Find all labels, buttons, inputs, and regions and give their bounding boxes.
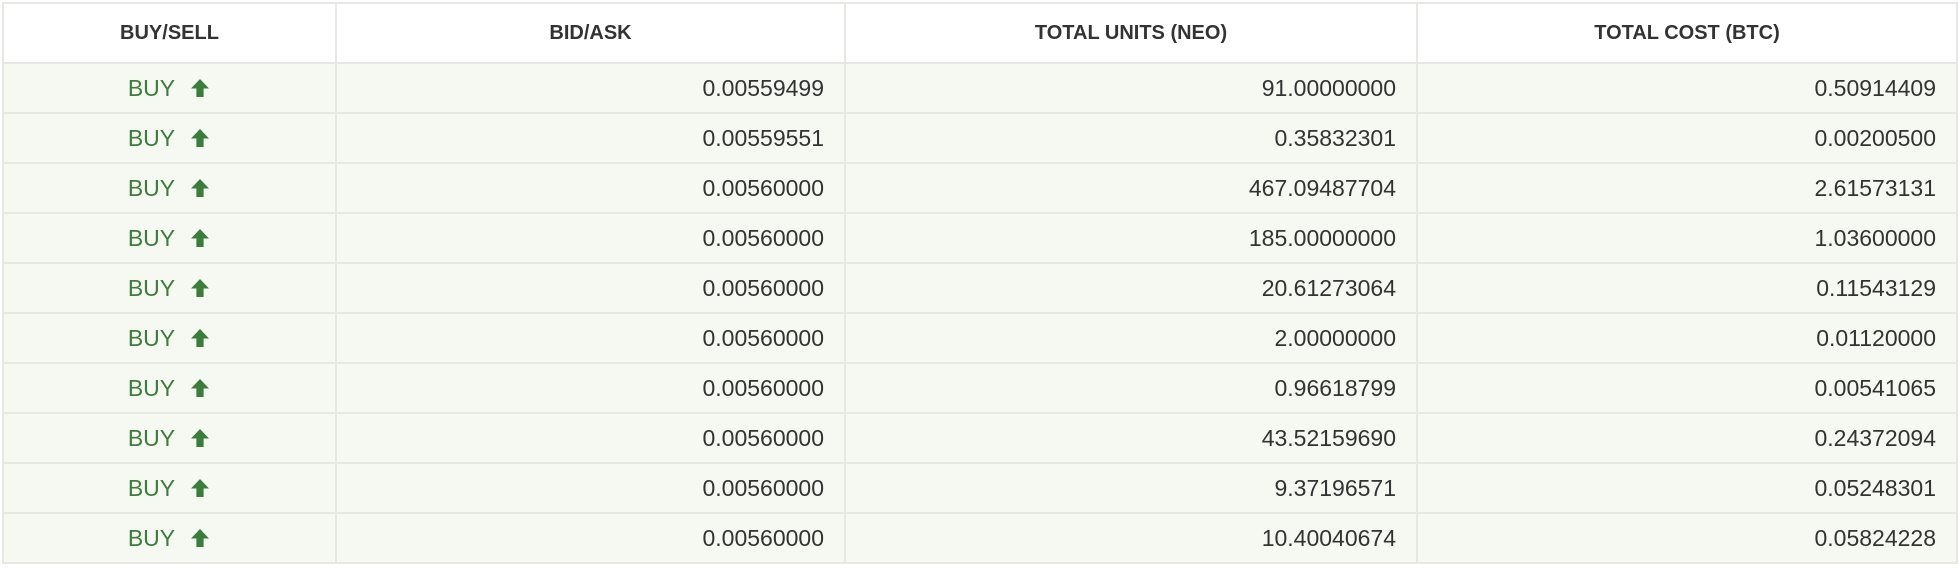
- total-cost-cell: 0.05248301: [1416, 462, 1958, 514]
- side-cell: BUY: [2, 312, 337, 364]
- side-label: BUY: [127, 74, 176, 101]
- table-row[interactable]: BUY 0.00560000 467.09487704 2.61573131: [2, 162, 1958, 214]
- side-label: BUY: [127, 324, 176, 351]
- bid-ask-cell: 0.00560000: [335, 362, 846, 414]
- header-buy-sell[interactable]: BUY/SELL: [2, 2, 337, 64]
- total-cost-cell: 0.50914409: [1416, 62, 1958, 114]
- buy-indicator[interactable]: BUY: [128, 225, 211, 252]
- buy-indicator[interactable]: BUY: [128, 275, 211, 302]
- arrow-up-icon: [189, 327, 211, 349]
- buy-indicator[interactable]: BUY: [128, 425, 211, 452]
- header-total-cost[interactable]: TOTAL COST (BTC): [1416, 2, 1958, 64]
- total-units-cell: 20.61273064: [844, 262, 1418, 314]
- bid-ask-cell: 0.00560000: [335, 462, 846, 514]
- table-row[interactable]: BUY 0.00560000 10.40040674 0.05824228: [2, 512, 1958, 564]
- total-units-cell: 91.00000000: [844, 62, 1418, 114]
- header-bid-ask[interactable]: BID/ASK: [335, 2, 846, 64]
- table-row[interactable]: BUY 0.00559499 91.00000000 0.50914409: [2, 62, 1958, 114]
- side-cell: BUY: [2, 512, 337, 564]
- table-row[interactable]: BUY 0.00560000 2.00000000 0.01120000: [2, 312, 1958, 364]
- table-body: BUY 0.00559499 91.00000000 0.50914409 BU…: [2, 62, 1958, 564]
- header-total-units[interactable]: TOTAL UNITS (NEO): [844, 2, 1418, 64]
- total-units-cell: 10.40040674: [844, 512, 1418, 564]
- bid-ask-cell: 0.00560000: [335, 312, 846, 364]
- buy-indicator[interactable]: BUY: [128, 325, 211, 352]
- total-cost-cell: 0.01120000: [1416, 312, 1958, 364]
- bid-ask-cell: 0.00560000: [335, 162, 846, 214]
- total-cost-cell: 0.05824228: [1416, 512, 1958, 564]
- side-label: BUY: [127, 174, 176, 201]
- side-label: BUY: [127, 224, 176, 251]
- side-label: BUY: [127, 524, 176, 551]
- bid-ask-cell: 0.00559551: [335, 112, 846, 164]
- arrow-up-icon: [189, 277, 211, 299]
- side-label: BUY: [127, 424, 176, 451]
- bid-ask-cell: 0.00560000: [335, 212, 846, 264]
- total-units-cell: 0.96618799: [844, 362, 1418, 414]
- total-units-cell: 0.35832301: [844, 112, 1418, 164]
- total-cost-cell: 0.24372094: [1416, 412, 1958, 464]
- side-cell: BUY: [2, 262, 337, 314]
- table-row[interactable]: BUY 0.00559551 0.35832301 0.00200500: [2, 112, 1958, 164]
- total-units-cell: 43.52159690: [844, 412, 1418, 464]
- bid-ask-cell: 0.00560000: [335, 512, 846, 564]
- buy-indicator[interactable]: BUY: [128, 175, 211, 202]
- table-row[interactable]: BUY 0.00560000 9.37196571 0.05248301: [2, 462, 1958, 514]
- total-units-cell: 2.00000000: [844, 312, 1418, 364]
- side-label: BUY: [127, 124, 176, 151]
- arrow-up-icon: [189, 227, 211, 249]
- arrow-up-icon: [189, 177, 211, 199]
- buy-indicator[interactable]: BUY: [128, 525, 211, 552]
- side-cell: BUY: [2, 162, 337, 214]
- table-header-row: BUY/SELL BID/ASK TOTAL UNITS (NEO) TOTAL…: [2, 2, 1958, 64]
- table-row[interactable]: BUY 0.00560000 20.61273064 0.11543129: [2, 262, 1958, 314]
- arrow-up-icon: [189, 527, 211, 549]
- side-cell: BUY: [2, 412, 337, 464]
- side-cell: BUY: [2, 362, 337, 414]
- total-cost-cell: 0.11543129: [1416, 262, 1958, 314]
- total-units-cell: 185.00000000: [844, 212, 1418, 264]
- total-units-cell: 9.37196571: [844, 462, 1418, 514]
- table-row[interactable]: BUY 0.00560000 0.96618799 0.00541065: [2, 362, 1958, 414]
- side-cell: BUY: [2, 112, 337, 164]
- buy-indicator[interactable]: BUY: [128, 375, 211, 402]
- arrow-up-icon: [189, 77, 211, 99]
- bid-ask-cell: 0.00559499: [335, 62, 846, 114]
- total-cost-cell: 2.61573131: [1416, 162, 1958, 214]
- side-cell: BUY: [2, 462, 337, 514]
- arrow-up-icon: [189, 377, 211, 399]
- side-cell: BUY: [2, 212, 337, 264]
- total-units-cell: 467.09487704: [844, 162, 1418, 214]
- buy-indicator[interactable]: BUY: [128, 475, 211, 502]
- arrow-up-icon: [189, 127, 211, 149]
- table-row[interactable]: BUY 0.00560000 43.52159690 0.24372094: [2, 412, 1958, 464]
- bid-ask-cell: 0.00560000: [335, 412, 846, 464]
- side-label: BUY: [127, 374, 176, 401]
- total-cost-cell: 0.00541065: [1416, 362, 1958, 414]
- total-cost-cell: 1.03600000: [1416, 212, 1958, 264]
- arrow-up-icon: [189, 477, 211, 499]
- side-label: BUY: [127, 274, 176, 301]
- buy-indicator[interactable]: BUY: [128, 125, 211, 152]
- table-row[interactable]: BUY 0.00560000 185.00000000 1.03600000: [2, 212, 1958, 264]
- total-cost-cell: 0.00200500: [1416, 112, 1958, 164]
- side-label: BUY: [127, 474, 176, 501]
- buy-indicator[interactable]: BUY: [128, 75, 211, 102]
- arrow-up-icon: [189, 427, 211, 449]
- side-cell: BUY: [2, 62, 337, 114]
- bid-ask-cell: 0.00560000: [335, 262, 846, 314]
